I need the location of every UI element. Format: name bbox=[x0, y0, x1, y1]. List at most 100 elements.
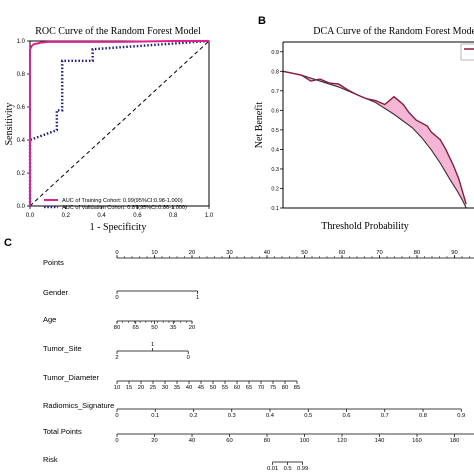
nomogram-tick-label: 120 bbox=[337, 438, 347, 444]
nomogram-tick-label: 30 bbox=[162, 385, 168, 391]
nomogram-tick-label: 1 bbox=[151, 342, 154, 348]
nomogram-row-age: Age 80 65 50 35 20 bbox=[43, 315, 195, 331]
roc-y-tick-label: 1.0 bbox=[17, 39, 26, 45]
nomogram-row-tumor-diameter: Tumor_Diameter 10 15 20 25 30 35 40 45 50 55 60 65 70… bbox=[43, 373, 300, 391]
nomogram-tick-label: 50 bbox=[210, 385, 216, 391]
panel-b-label: B bbox=[258, 15, 266, 27]
roc-x-tick-label: 0.6 bbox=[133, 213, 142, 219]
nomogram-tick-label: 0.6 bbox=[342, 413, 350, 419]
nomogram-tick-label: 50 bbox=[151, 325, 157, 331]
nomogram-row-risk: Risk 0.01 0.5 0.99 bbox=[43, 455, 308, 472]
nomogram-tick-label: 20 bbox=[189, 250, 195, 256]
nomogram-tick-label: 0.9 bbox=[457, 413, 465, 419]
nomogram-tick-label: 0.4 bbox=[266, 413, 275, 419]
roc-y-tick-label: 0.4 bbox=[17, 138, 26, 144]
nomogram-tick-label: 90 bbox=[451, 250, 457, 256]
roc-x-tick-label: 0.0 bbox=[26, 213, 35, 219]
nomogram-tick-label: 60 bbox=[226, 438, 232, 444]
nomogram-tick-label: 35 bbox=[174, 385, 180, 391]
roc-y-tick-label: 0.2 bbox=[17, 171, 26, 177]
nomogram-tick-label: 80 bbox=[114, 325, 120, 331]
nomogram-tick-label: 80 bbox=[264, 438, 270, 444]
nomogram-tick-label: 45 bbox=[198, 385, 204, 391]
dca-legend bbox=[460, 43, 474, 61]
nomogram-tick-label: 0.1 bbox=[151, 413, 159, 419]
dca-y-tick-label: 0.4 bbox=[271, 147, 279, 153]
dca-title: DCA Curve of the Random Forest Model bbox=[313, 26, 474, 37]
nomogram-tick-label: 40 bbox=[264, 250, 270, 256]
nomogram-tick-label: 0.01 bbox=[267, 466, 278, 472]
nomogram-row-total-points: Total Points 0 20 40 60 80 100 120 140 160 180 bbox=[43, 427, 474, 444]
roc-x-axis: 0.0 0.2 0.4 0.6 0.8 1.0 bbox=[26, 206, 214, 219]
dca-y-tick-label: 0.5 bbox=[271, 128, 279, 134]
dca-y-tick-label: 0.7 bbox=[271, 89, 279, 95]
nomogram-tick-label: 1 bbox=[196, 295, 199, 301]
nomogram-tick-label: 20 bbox=[138, 385, 144, 391]
nomogram-tick-label: 75 bbox=[270, 385, 276, 391]
nomogram-tick-label: 15 bbox=[126, 385, 132, 391]
nomogram-tick-label: 0.5 bbox=[304, 413, 312, 419]
roc-y-axis: 0.0 0.2 0.4 0.6 0.8 1.0 bbox=[17, 39, 30, 210]
nomogram-tick-label: 0.5 bbox=[284, 466, 292, 472]
dca-y-tick-label: 0.3 bbox=[271, 167, 279, 173]
panel-c-label: C bbox=[4, 237, 12, 249]
roc-x-tick-label: 0.4 bbox=[97, 213, 106, 219]
nomogram-row-label: Gender bbox=[43, 288, 69, 297]
dca-y-axis-label: Net Benefit bbox=[254, 102, 265, 149]
nomogram-tick-label: 65 bbox=[133, 325, 139, 331]
nomogram-tick-label: 70 bbox=[258, 385, 264, 391]
nomogram-tick-label: 20 bbox=[151, 438, 157, 444]
dca-y-axis: 0.1 0.2 0.3 0.4 0.5 0.6 0.7 0.8 0.9 bbox=[271, 50, 283, 212]
nomogram-tick-label: 55 bbox=[222, 385, 228, 391]
nomogram-row-label: Risk bbox=[43, 455, 58, 464]
roc-reference-diagonal bbox=[29, 40, 210, 207]
legend-label-validation: AUC of Validation Cohort: 0.87(95%CI:0.8… bbox=[62, 205, 187, 211]
nomogram-tick-label: 70 bbox=[376, 250, 382, 256]
roc-y-tick-label: 0.0 bbox=[17, 204, 26, 210]
nomogram-tick-label: 0.3 bbox=[228, 413, 236, 419]
nomogram-row-label: Total Points bbox=[43, 427, 82, 436]
roc-panel: ROC Curve of the Random Forest Model 0.0… bbox=[4, 26, 214, 233]
nomogram-tick-label: 80 bbox=[414, 250, 420, 256]
roc-series bbox=[28, 39, 210, 207]
nomogram-row-label: Tumor_Diameter bbox=[43, 373, 99, 382]
nomogram-tick-label: 65 bbox=[246, 385, 252, 391]
roc-x-tick-label: 1.0 bbox=[205, 213, 214, 219]
nomogram-tick-label: 0.8 bbox=[419, 413, 427, 419]
nomogram-tick-label: 10 bbox=[114, 385, 120, 391]
nomogram-tick-label: 20 bbox=[189, 325, 195, 331]
dca-y-tick-label: 0.8 bbox=[271, 69, 279, 75]
dca-x-axis-label: Threshold Probability bbox=[321, 221, 409, 232]
dca-reference-curve bbox=[283, 70, 467, 208]
nomogram-row-tumor-site: Tumor_Site 2 1 0 bbox=[43, 342, 190, 361]
nomogram-tick-label: 40 bbox=[189, 438, 195, 444]
roc-x-tick-label: 0.8 bbox=[169, 213, 178, 219]
nomogram-tick-label: 85 bbox=[294, 385, 300, 391]
nomogram-tick-label: 10 bbox=[151, 250, 157, 256]
dca-y-tick-label: 0.1 bbox=[271, 206, 279, 212]
dca-y-tick-label: 0.6 bbox=[271, 108, 279, 114]
roc-x-axis-label: 1 - Specificity bbox=[90, 222, 147, 233]
roc-line-training bbox=[29, 40, 209, 206]
nomogram-row-gender: Gender 0 1 bbox=[43, 288, 199, 301]
nomogram-tick-label: 60 bbox=[339, 250, 345, 256]
nomogram-tick-label: 0.2 bbox=[189, 413, 197, 419]
nomogram-tick-label: 0.99 bbox=[297, 466, 308, 472]
nomogram-tick-label: 50 bbox=[301, 250, 307, 256]
nomogram-tick-label: 80 bbox=[282, 385, 288, 391]
nomogram-tick-label: 2 bbox=[115, 355, 118, 361]
nomogram-tick-label: 140 bbox=[375, 438, 385, 444]
dca-plot-area bbox=[283, 70, 467, 208]
dca-y-tick-label: 0.2 bbox=[271, 186, 279, 192]
nomogram-row-points: Points 0 10 20 30 40 50 60 70 80 90 bbox=[43, 250, 474, 267]
dca-legend-box bbox=[460, 43, 474, 61]
nomogram-tick-label: 160 bbox=[412, 438, 422, 444]
legend-label-training: AUC of Training Cohort: 0.99(95%CI:0.98-… bbox=[62, 198, 183, 204]
nomogram-tick-label: 40 bbox=[186, 385, 192, 391]
dca-panel: B DCA Curve of the Random Forest Model 0… bbox=[254, 15, 474, 232]
roc-y-tick-label: 0.8 bbox=[17, 72, 26, 78]
roc-y-tick-label: 0.6 bbox=[17, 105, 26, 111]
